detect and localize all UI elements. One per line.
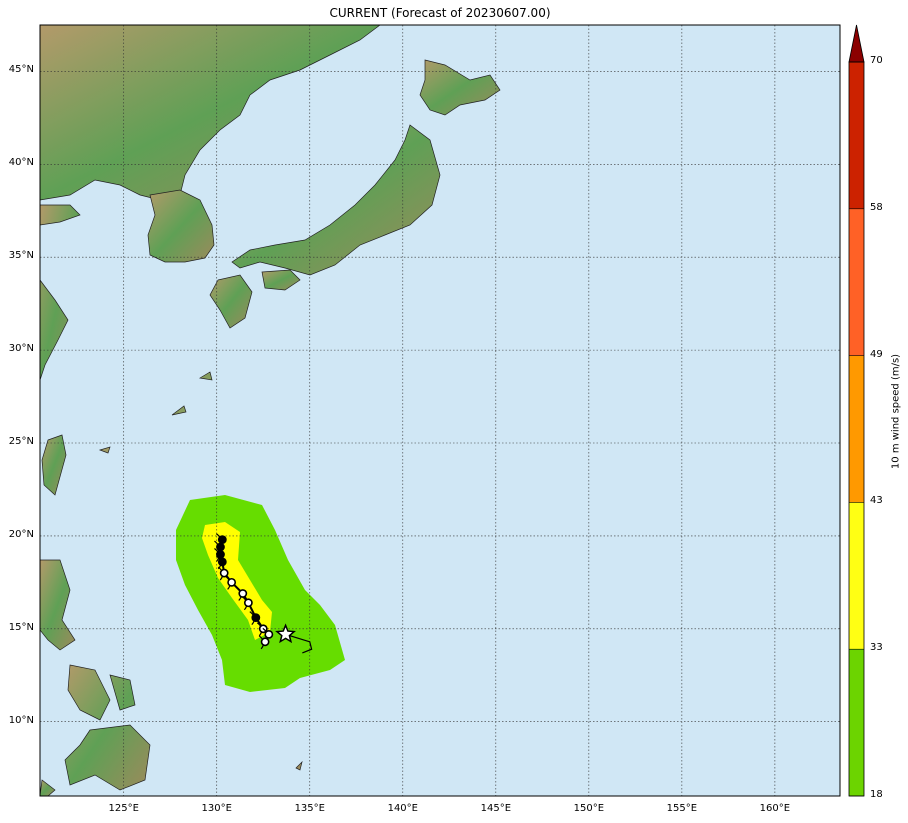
- lon-label: 135°E: [294, 803, 325, 814]
- track-point: [243, 598, 253, 608]
- land-ryukyu-islands: [98, 371, 303, 771]
- track-point: [227, 577, 237, 587]
- land-hokkaido: [419, 59, 501, 116]
- track-point: [260, 637, 270, 647]
- land-kyushu: [209, 274, 253, 329]
- colorbar-tick-label: 49: [870, 348, 883, 360]
- land-asia-mainland: [40, 25, 381, 201]
- track-point: [219, 568, 229, 578]
- colorbar-label: 10 m wind speed (m/s): [890, 353, 902, 470]
- land-palawan: [40, 779, 56, 796]
- land-honshu: [231, 124, 441, 276]
- track-point: [217, 535, 227, 545]
- colorbar-tick-label: 70: [870, 55, 883, 66]
- current-position-star-icon: [275, 623, 296, 644]
- lon-label: 160°E: [759, 803, 791, 814]
- lon-label: 145°E: [480, 803, 512, 814]
- colorbar-tick-label: 18: [870, 789, 883, 800]
- lat-label: 10°N: [8, 714, 34, 726]
- colorbar-tick-label: 58: [870, 201, 883, 213]
- land-korea: [147, 189, 215, 263]
- chart-title: CURRENT (Forecast of 20230607.00): [329, 6, 551, 20]
- land-taiwan: [41, 434, 67, 496]
- colorbar-extend-arrow: [848, 24, 865, 63]
- colorbar-segment: [849, 355, 864, 503]
- lat-label: 30°N: [8, 343, 34, 355]
- lat-label: 40°N: [8, 157, 34, 169]
- lat-label: 45°N: [8, 64, 34, 76]
- colorbar-tick-label: 43: [870, 495, 883, 507]
- land-shikoku: [261, 269, 301, 291]
- track-tail: [285, 633, 313, 654]
- lon-label: 140°E: [387, 803, 418, 814]
- colorbar-tick-label: 33: [870, 642, 883, 654]
- lat-label: 25°N: [8, 436, 34, 447]
- gridlines: [40, 25, 840, 796]
- track-point: [251, 613, 261, 623]
- land-visayas: [64, 664, 151, 791]
- storm-track: [214, 533, 313, 654]
- lon-label: 130°E: [201, 803, 232, 814]
- land-china-coast: [40, 204, 81, 381]
- track-point: [216, 542, 225, 552]
- colorbar: [848, 24, 865, 797]
- track-point: [238, 589, 248, 598]
- track-point: [264, 629, 274, 639]
- land-luzon: [40, 559, 76, 651]
- colorbar-segment: [849, 208, 864, 356]
- lat-label: 35°N: [8, 250, 34, 262]
- lon-label: 125°E: [108, 803, 139, 814]
- land: [40, 25, 501, 796]
- colorbar-segment: [849, 502, 864, 650]
- map-frame: [39, 24, 841, 797]
- lat-label: 15°N: [8, 621, 34, 633]
- colorbar-segment: [849, 649, 864, 796]
- lon-label: 150°E: [573, 803, 605, 814]
- colorbar-segment: [849, 62, 864, 209]
- lat-label: 20°N: [8, 528, 34, 540]
- track-point: [217, 557, 227, 567]
- lon-label: 155°E: [666, 803, 698, 814]
